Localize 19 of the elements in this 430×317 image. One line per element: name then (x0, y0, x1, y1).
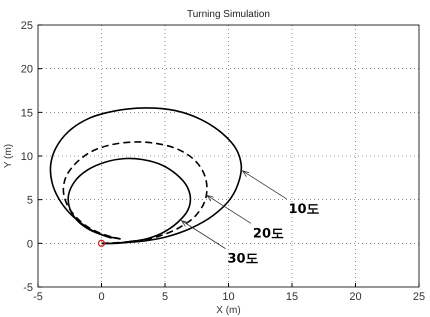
annotation: 10도 (288, 202, 320, 217)
x-tick-label: 15 (286, 291, 298, 303)
chart-title: Turning Simulation (186, 9, 270, 20)
y-tick-label: 5 (26, 194, 33, 207)
x-tick-label: 0 (98, 291, 105, 303)
annotation: 20도 (252, 226, 284, 242)
y-tick-label: 20 (20, 64, 33, 76)
x-tick-label: 10 (222, 291, 235, 303)
annotation: 30도 (228, 252, 259, 267)
x-tick-label: 20 (349, 291, 362, 303)
y-tick-label: 25 (20, 20, 33, 32)
y-tick-label: 10 (20, 151, 33, 163)
y-axis-title: Y (m) (3, 144, 14, 168)
y-tick-label: 15 (20, 107, 33, 120)
x-tick-label: 5 (162, 291, 168, 303)
y-tick-label: 0 (26, 238, 33, 250)
y-tick-label: -5 (23, 282, 33, 294)
x-tick-label: 25 (412, 291, 426, 303)
x-axis-title: X (m) (216, 305, 241, 316)
